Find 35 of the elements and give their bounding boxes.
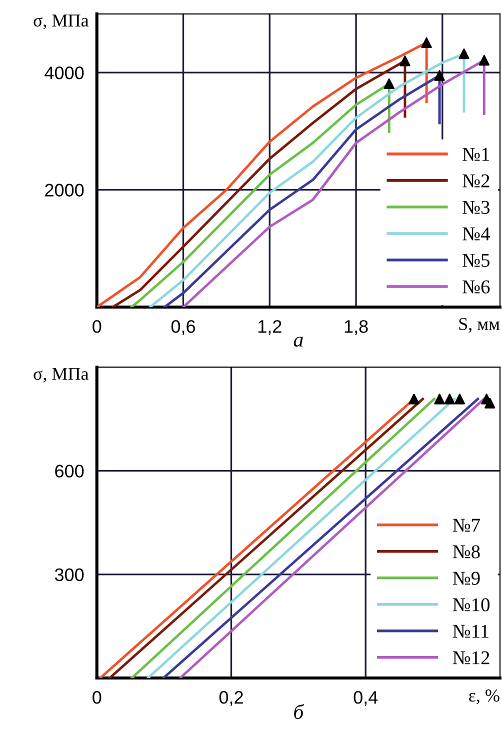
point	[421, 37, 432, 48]
x-tick-label: 1,2	[258, 320, 282, 336]
legend-label: №8	[452, 545, 480, 558]
point	[478, 54, 490, 66]
y-tick-label: 300	[54, 568, 84, 582]
y-tick-label: 4000	[44, 66, 84, 80]
legend-label: №7	[452, 518, 480, 532]
text: б	[294, 704, 304, 720]
legend-label: №2	[462, 174, 490, 188]
point	[458, 48, 470, 60]
x-tick-label: 0	[92, 691, 102, 704]
x-tick-label: 0,6	[171, 320, 196, 336]
y-axis-title: σ, МПа	[34, 14, 89, 30]
x-axis-title: S, мм	[459, 318, 500, 333]
x-tick-label: 0	[92, 320, 102, 333]
y-tick-label: 2000	[45, 184, 84, 197]
text: а	[294, 336, 303, 347]
x-tick-label: 0,2	[219, 691, 243, 706]
y-axis-title: σ, МПа	[34, 368, 89, 383]
legend-label: №11	[452, 624, 488, 638]
legend-label: №12	[452, 651, 490, 664]
legend-label: №3	[462, 200, 490, 214]
legend-label: №4	[462, 227, 490, 240]
x-tick-label: 1,8	[344, 320, 368, 336]
x-axis-title: ε, %	[469, 689, 500, 704]
y-tick-label: 600	[55, 464, 84, 478]
point	[434, 70, 445, 81]
legend-label: №1	[462, 148, 490, 161]
legend-label: №6	[462, 280, 490, 294]
legend-label: №10	[452, 598, 490, 612]
legend-label: №5	[462, 254, 490, 267]
point	[400, 55, 410, 66]
x-tick-label: 0,4	[354, 691, 378, 706]
point	[384, 78, 394, 90]
legend-label: №9	[452, 572, 480, 585]
